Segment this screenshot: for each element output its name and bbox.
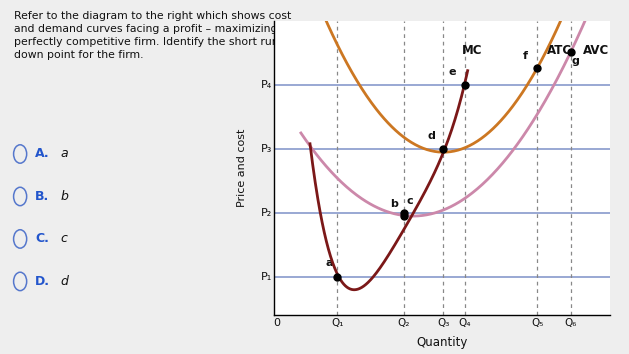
Text: e: e (448, 68, 456, 78)
Text: Q₁: Q₁ (331, 318, 343, 327)
Text: Q₆: Q₆ (565, 318, 577, 327)
Text: A.: A. (35, 148, 50, 160)
Text: ATC: ATC (547, 44, 572, 57)
Text: P₃: P₃ (261, 144, 272, 154)
Text: MC: MC (462, 44, 482, 57)
Text: C.: C. (35, 233, 49, 245)
Text: Q₂: Q₂ (398, 318, 410, 327)
Text: d: d (427, 131, 435, 141)
Text: g: g (572, 56, 579, 66)
Text: d: d (60, 275, 69, 288)
Text: P₁: P₁ (261, 272, 272, 282)
Text: a: a (60, 148, 68, 160)
Text: a: a (326, 258, 333, 268)
Text: b: b (60, 190, 69, 203)
Text: Quantity: Quantity (416, 336, 467, 349)
Text: Price and cost: Price and cost (237, 129, 247, 207)
Text: c: c (60, 233, 67, 245)
Text: 0: 0 (273, 318, 280, 327)
Text: c: c (407, 196, 413, 206)
Text: P₂: P₂ (261, 208, 272, 218)
Text: Q₅: Q₅ (531, 318, 543, 327)
Text: AVC: AVC (583, 44, 609, 57)
Text: b: b (390, 199, 398, 209)
Text: f: f (523, 51, 528, 61)
Text: P₄: P₄ (261, 80, 272, 90)
Text: B.: B. (35, 190, 50, 203)
Text: Q₃: Q₃ (437, 318, 450, 327)
Text: Q₄: Q₄ (459, 318, 471, 327)
Text: D.: D. (35, 275, 50, 288)
Text: Refer to the diagram to the right which shows cost
and demand curves facing a pr: Refer to the diagram to the right which … (14, 11, 306, 60)
